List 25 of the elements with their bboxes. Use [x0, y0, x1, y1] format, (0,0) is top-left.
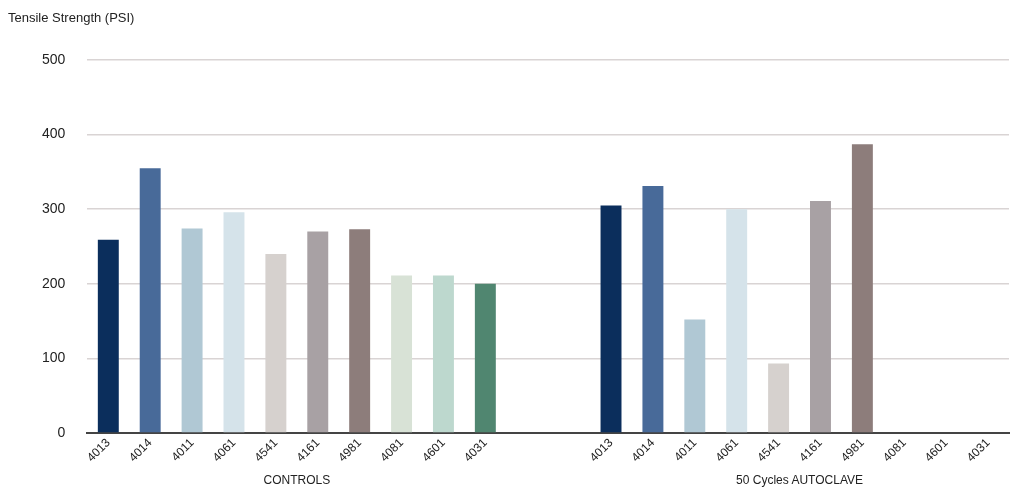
bar [139, 168, 161, 433]
bar [181, 228, 203, 433]
y-tick-label: 400 [42, 125, 66, 142]
bar [726, 209, 748, 433]
bar [97, 239, 119, 433]
y-tick-label: 500 [42, 50, 66, 67]
y-tick-label: 0 [57, 423, 66, 440]
y-tick-label: 300 [42, 200, 66, 217]
bar [307, 231, 329, 433]
bar [349, 229, 371, 433]
text: 50 Cycles AUTOCLAVE [736, 473, 863, 487]
bar [391, 275, 413, 433]
bar [851, 144, 873, 433]
bar [768, 363, 790, 433]
y-axis-title: Tensile Strength (PSI) [8, 10, 135, 25]
bar [432, 275, 454, 433]
bar [223, 212, 245, 433]
bar [600, 205, 622, 433]
text: CONTROLS [263, 473, 331, 487]
bar [684, 319, 706, 433]
bar [642, 186, 664, 433]
bar [810, 200, 831, 433]
y-tick-label: 100 [42, 349, 66, 366]
bar [474, 283, 496, 433]
y-tick-label: 200 [42, 274, 66, 291]
